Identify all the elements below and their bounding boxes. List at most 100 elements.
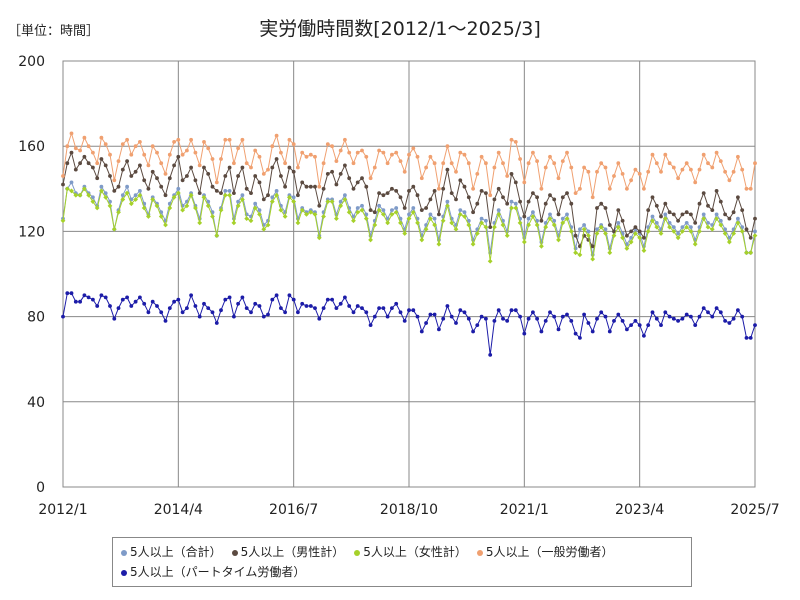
data-point xyxy=(99,293,104,298)
data-point xyxy=(146,214,151,219)
data-point xyxy=(424,321,428,325)
data-point xyxy=(565,212,569,217)
data-point xyxy=(180,207,186,213)
data-point xyxy=(108,174,112,178)
data-point xyxy=(501,316,505,321)
data-point xyxy=(607,186,612,191)
data-point xyxy=(543,201,548,206)
data-point xyxy=(334,306,339,310)
data-point xyxy=(232,161,236,166)
data-point xyxy=(595,227,599,232)
data-point xyxy=(753,229,757,234)
data-point xyxy=(509,199,514,204)
data-point xyxy=(530,214,536,219)
data-point xyxy=(590,244,595,249)
data-point xyxy=(278,207,284,213)
data-point xyxy=(317,184,322,189)
data-point xyxy=(620,319,625,323)
data-point xyxy=(265,222,271,228)
data-point xyxy=(633,167,638,172)
data-point xyxy=(680,167,685,172)
data-point xyxy=(684,161,689,166)
x-tick-label: 2025/7 xyxy=(730,502,779,518)
data-point xyxy=(381,193,386,198)
data-point xyxy=(531,150,535,155)
data-point xyxy=(346,209,352,215)
data-point xyxy=(133,197,139,202)
data-point xyxy=(279,306,283,310)
data-point xyxy=(552,218,557,223)
data-point xyxy=(325,199,331,204)
data-point xyxy=(253,301,258,306)
data-point xyxy=(393,209,399,215)
data-point xyxy=(509,137,514,142)
data-point xyxy=(137,192,143,198)
data-point xyxy=(675,235,681,241)
data-point xyxy=(343,137,347,142)
data-point xyxy=(560,220,566,226)
data-point xyxy=(484,218,488,223)
data-point xyxy=(300,150,305,155)
data-point xyxy=(714,189,719,193)
data-point xyxy=(61,182,65,187)
legend-marker xyxy=(121,549,127,556)
data-point xyxy=(385,216,390,221)
data-point xyxy=(501,161,505,166)
data-point xyxy=(205,203,211,209)
data-point xyxy=(454,321,458,325)
data-point xyxy=(223,189,228,193)
data-point xyxy=(543,221,548,225)
data-point xyxy=(654,316,659,321)
data-point xyxy=(488,225,493,230)
data-point xyxy=(377,191,381,196)
data-point xyxy=(129,174,134,178)
data-point xyxy=(744,227,749,232)
data-point xyxy=(432,222,438,228)
data-point xyxy=(573,191,578,196)
data-point xyxy=(112,178,117,183)
data-point xyxy=(317,203,322,208)
data-point xyxy=(718,222,724,228)
data-point xyxy=(283,310,287,315)
data-point xyxy=(103,142,108,147)
data-point xyxy=(82,154,87,159)
data-point xyxy=(398,195,403,200)
data-point xyxy=(474,231,480,236)
data-point xyxy=(526,161,531,166)
data-point xyxy=(103,295,108,300)
data-point xyxy=(308,152,313,157)
data-point xyxy=(739,229,745,234)
data-point xyxy=(740,208,745,213)
data-point xyxy=(189,293,194,298)
data-point xyxy=(462,310,467,315)
data-point xyxy=(496,211,502,217)
data-point xyxy=(419,329,424,334)
data-point xyxy=(496,186,501,191)
data-point xyxy=(505,319,510,323)
data-point xyxy=(86,295,91,300)
data-point xyxy=(488,193,493,198)
data-point xyxy=(193,178,198,183)
data-point xyxy=(432,161,437,166)
data-point xyxy=(338,203,344,209)
data-point xyxy=(620,218,625,223)
data-point xyxy=(475,201,480,206)
data-point xyxy=(316,235,322,241)
data-point xyxy=(193,304,198,308)
data-point xyxy=(360,176,364,181)
data-point xyxy=(595,169,599,174)
x-tick-label: 2018/10 xyxy=(380,502,438,518)
data-point xyxy=(90,199,96,204)
data-point xyxy=(111,226,117,232)
data-point xyxy=(180,310,185,315)
data-point xyxy=(69,131,74,136)
data-point xyxy=(466,161,471,166)
data-point xyxy=(112,316,117,321)
series-group xyxy=(60,131,758,357)
data-point xyxy=(159,161,164,166)
data-point xyxy=(394,301,399,306)
data-point xyxy=(372,210,377,215)
data-point xyxy=(155,150,159,155)
data-point xyxy=(227,137,232,142)
data-point xyxy=(577,252,583,258)
